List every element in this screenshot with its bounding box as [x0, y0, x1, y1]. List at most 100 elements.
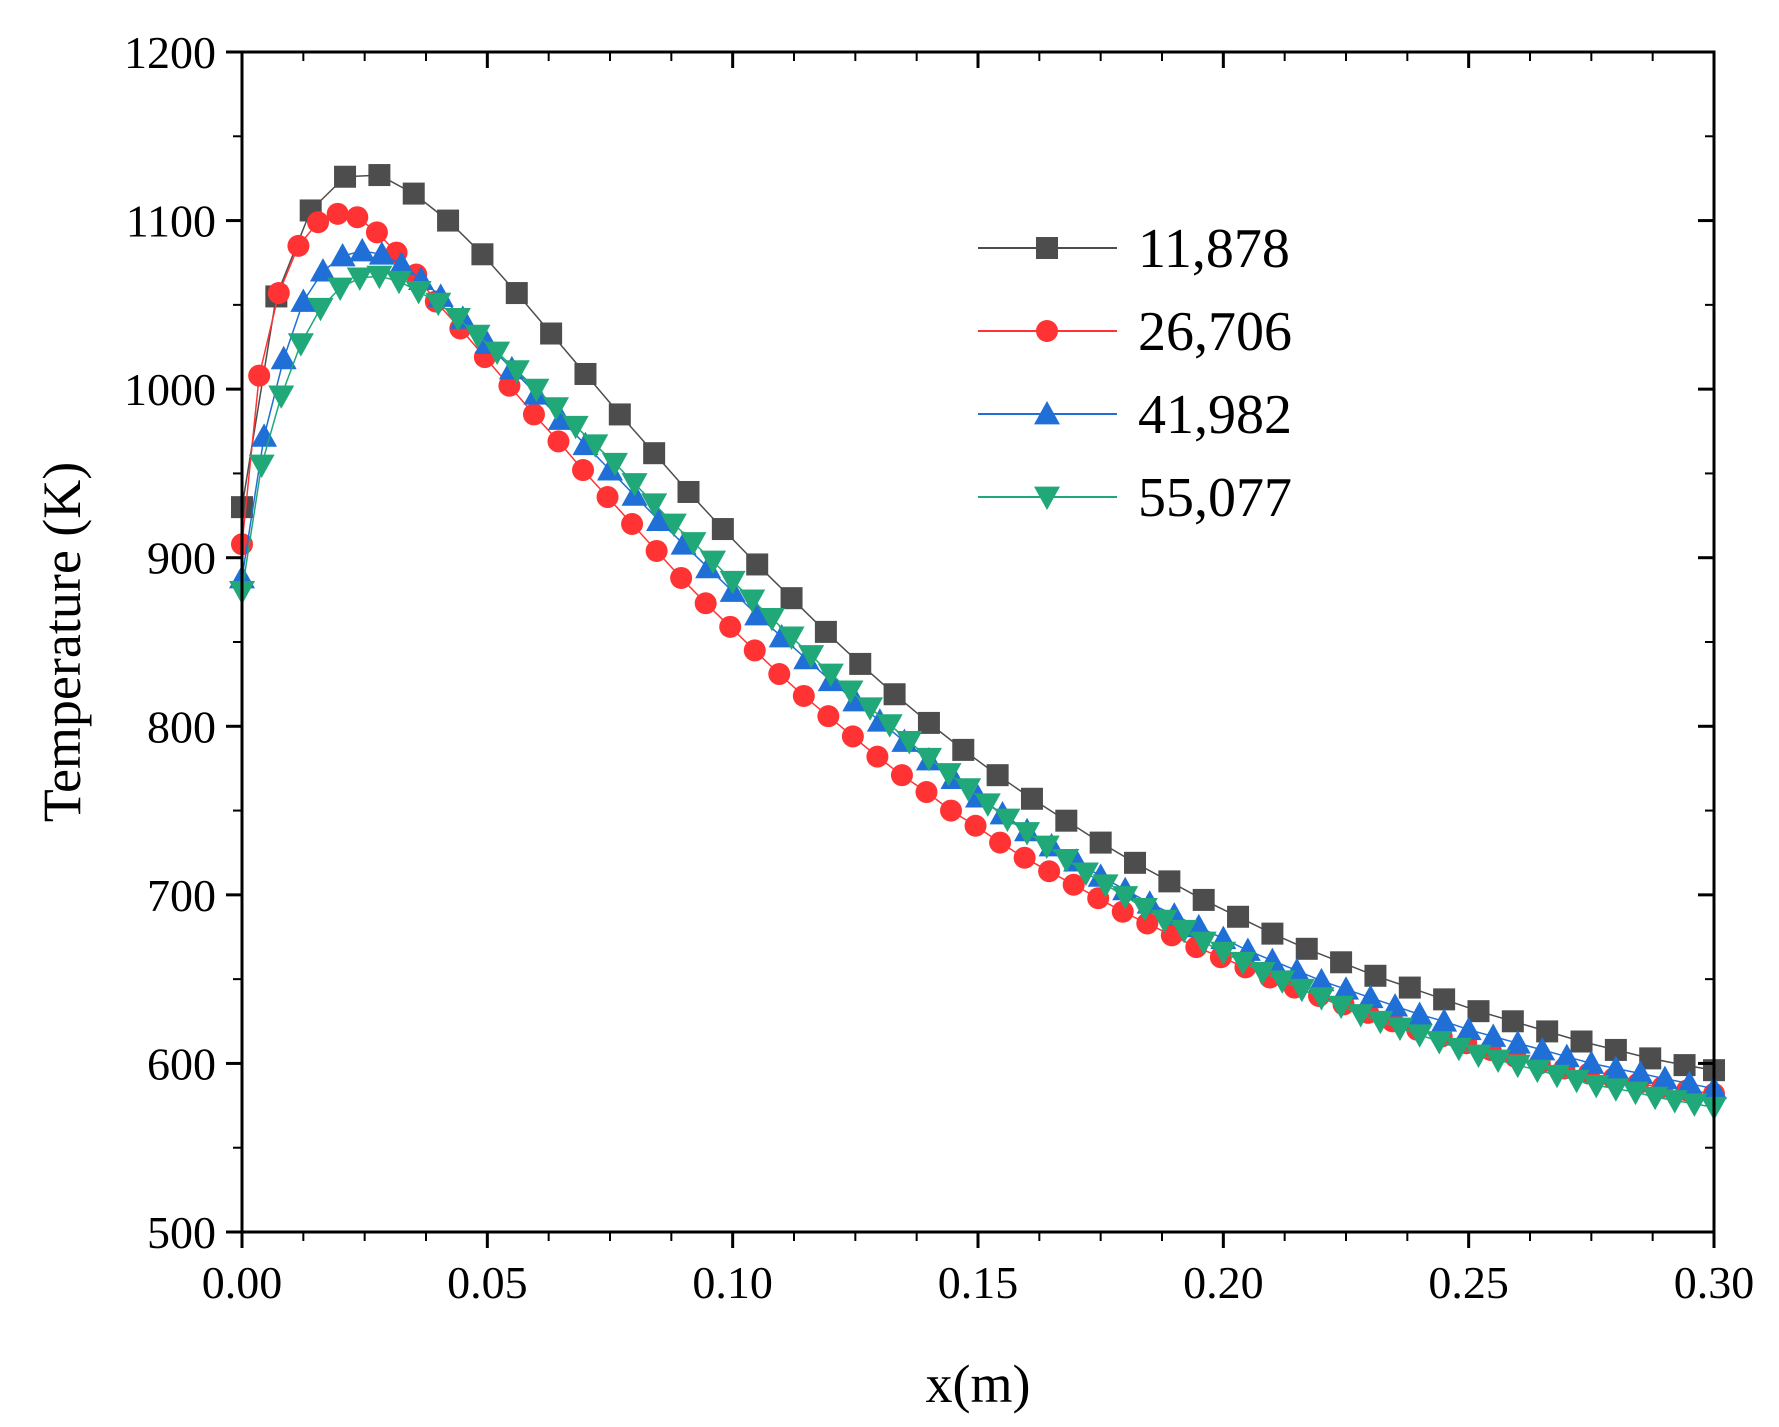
data-point — [505, 282, 528, 305]
data-point — [1406, 1024, 1433, 1048]
data-point — [290, 288, 317, 312]
data-point — [1639, 1047, 1662, 1070]
data-point — [1553, 1043, 1580, 1068]
data-point — [1171, 919, 1198, 944]
data-point — [1136, 912, 1159, 935]
data-point — [711, 518, 734, 541]
data-point — [1020, 787, 1043, 810]
data-point — [1543, 1064, 1570, 1089]
data-point — [1455, 1016, 1482, 1041]
data-point — [1367, 1010, 1394, 1035]
data-point — [680, 532, 707, 556]
y-tick-label: 1000 — [124, 364, 216, 415]
series-4 — [229, 265, 1727, 1121]
data-point — [1480, 1023, 1507, 1047]
data-point — [1536, 1020, 1559, 1043]
data-point — [643, 442, 666, 465]
data-point — [1661, 1090, 1688, 1114]
data-point — [866, 745, 889, 768]
data-point — [388, 251, 415, 275]
data-point — [1676, 1070, 1703, 1095]
data-point — [694, 592, 717, 615]
data-point — [437, 209, 460, 232]
data-point — [989, 831, 1012, 854]
data-point — [817, 705, 840, 728]
data-point — [1013, 846, 1036, 869]
data-point — [857, 697, 884, 721]
data-point — [1261, 922, 1284, 945]
legend-marker — [1036, 320, 1058, 342]
legend-item: 55,077 — [978, 467, 1292, 529]
data-point — [562, 415, 589, 440]
data-point — [621, 473, 648, 497]
data-point — [365, 221, 388, 244]
data-point — [1622, 1081, 1649, 1106]
data-point — [915, 747, 942, 772]
data-point — [849, 652, 872, 675]
data-point — [1357, 984, 1384, 1009]
x-tick-label: 0.00 — [202, 1257, 283, 1308]
y-tick-label: 1200 — [124, 27, 216, 78]
data-point — [1398, 976, 1421, 999]
data-point — [349, 237, 376, 262]
data-point — [1308, 967, 1335, 992]
series-2 — [231, 202, 1725, 1105]
data-point — [346, 206, 369, 229]
data-point — [1602, 1055, 1629, 1079]
data-point — [386, 270, 413, 295]
data-point — [1033, 835, 1060, 859]
data-point — [1433, 988, 1456, 1011]
legend-label: 26,706 — [1138, 301, 1292, 363]
data-point — [547, 430, 570, 453]
data-point — [572, 459, 595, 482]
data-point — [334, 165, 357, 188]
data-point — [471, 243, 494, 266]
data-point — [267, 282, 290, 305]
y-tick-label: 900 — [147, 533, 216, 584]
data-point — [739, 589, 766, 613]
data-point — [1347, 1004, 1374, 1028]
data-point — [1192, 888, 1215, 911]
x-tick-label: 0.25 — [1428, 1257, 1509, 1308]
data-point — [597, 457, 623, 481]
data-point — [841, 725, 864, 748]
data-point — [1190, 931, 1217, 956]
data-point — [621, 513, 644, 535]
data-point — [695, 554, 722, 579]
data-point — [574, 362, 597, 385]
data-point — [1673, 1054, 1696, 1077]
data-point — [1563, 1069, 1590, 1094]
data-point — [1210, 941, 1237, 966]
x-tick-label: 0.05 — [447, 1257, 528, 1308]
data-point — [596, 486, 619, 509]
data-point — [368, 164, 391, 187]
data-point — [1651, 1065, 1678, 1089]
data-point — [1131, 897, 1158, 922]
data-point — [287, 333, 314, 357]
data-point — [1364, 964, 1387, 987]
legend-item: 41,982 — [978, 384, 1292, 446]
data-point — [1431, 1008, 1458, 1032]
data-point — [700, 550, 727, 575]
data-point — [677, 480, 700, 503]
data-point — [268, 385, 295, 409]
data-point — [425, 292, 452, 317]
x-axis-title: x(m) — [926, 1354, 1031, 1414]
data-point — [876, 714, 903, 738]
data-point — [1151, 909, 1178, 934]
data-point — [405, 280, 432, 305]
data-point — [1386, 1017, 1413, 1042]
y-tick-label: 500 — [147, 1207, 216, 1258]
legend-label: 11,878 — [1138, 218, 1290, 280]
data-point — [743, 639, 766, 662]
data-point — [248, 364, 271, 387]
y-tick-label: 600 — [147, 1038, 216, 1089]
data-point — [837, 680, 864, 704]
data-point — [608, 403, 631, 426]
data-point — [670, 566, 693, 589]
y-tick-label: 800 — [147, 701, 216, 752]
data-point — [964, 814, 987, 837]
legend-item: 26,706 — [978, 301, 1292, 363]
data-point — [1072, 862, 1099, 886]
